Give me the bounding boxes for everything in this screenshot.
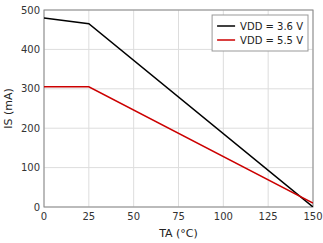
chart: 0 25 50 75 100 125 150 0 100 200 300 400 500 TA (°C) I… [0,0,323,243]
series-line [44,87,313,203]
x-grid-line [178,10,179,207]
x-axis-label: TA (°C) [158,227,198,240]
legend-box [212,15,308,51]
y-tick-label: 300 [21,83,40,94]
x-grid-line [133,10,134,207]
plot-frame [44,10,313,207]
legend-swatch [217,39,235,41]
x-tick-label: 50 [127,211,140,222]
legend: VDD = 3.6 V VDD = 5.5 V [212,15,308,51]
legend-label: VDD = 5.5 V [240,35,303,46]
y-tick-label: 500 [21,5,40,16]
x-tick-label: 100 [214,211,233,222]
x-tick-label: 75 [172,211,185,222]
y-tick-label: 100 [21,162,40,173]
x-tick-label: 125 [259,211,278,222]
y-axis-label: IS (mA) [2,88,15,129]
y-tick-label: 400 [21,44,40,55]
x-tick-label: 150 [303,211,322,222]
legend-swatch [217,25,235,27]
y-tick-label: 0 [34,202,40,213]
x-tick-label: 25 [82,211,95,222]
chart-container: 0 25 50 75 100 125 150 0 100 200 300 400 500 TA (°C) I… [0,0,323,243]
y-grid-line [44,88,313,89]
y-grid-line [44,167,313,168]
grid [44,10,313,207]
legend-label: VDD = 3.6 V [240,21,303,32]
x-grid-line [88,10,89,207]
y-tick-label: 200 [21,123,40,134]
y-grid-line [44,128,313,129]
x-tick-label: 0 [41,211,47,222]
